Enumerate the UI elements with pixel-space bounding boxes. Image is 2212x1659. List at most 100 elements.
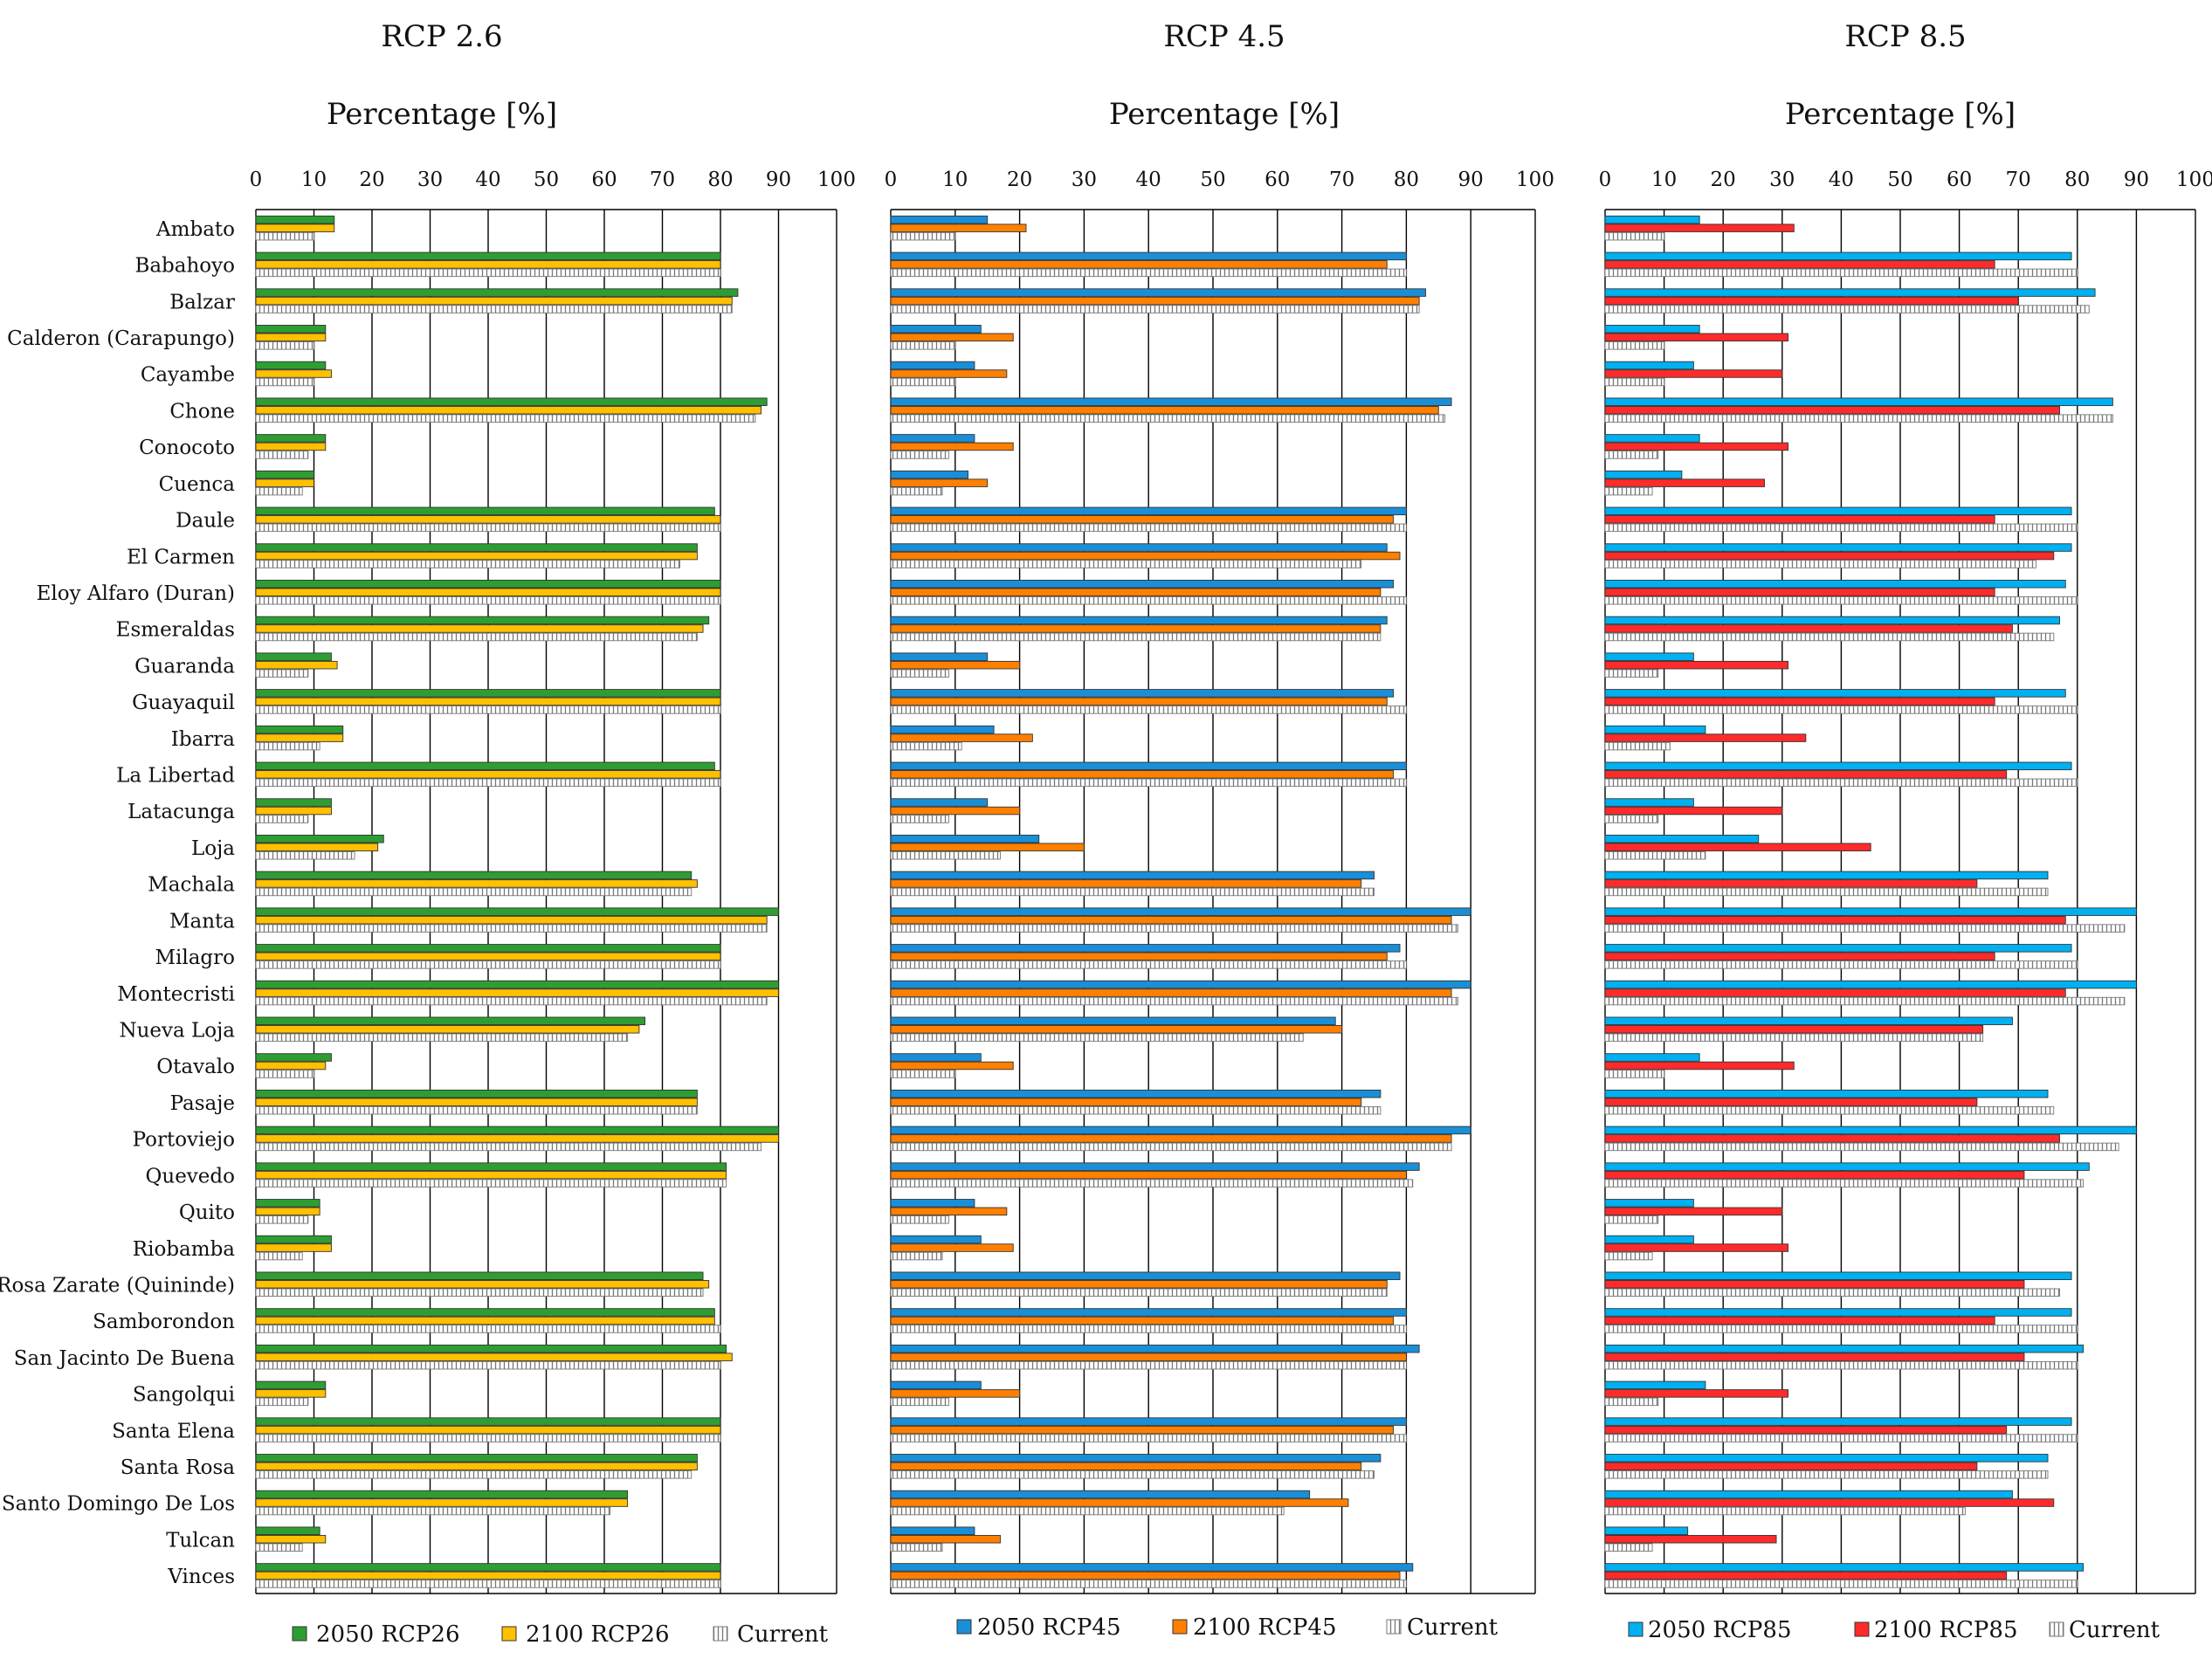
bar-current: [1604, 815, 1659, 823]
bar-2100-rcp85: [1604, 1353, 2025, 1361]
legend-label: 2050 RCP45: [977, 1614, 1120, 1641]
x-tick-label: 70: [2006, 169, 2031, 191]
category-label: Cayambe: [141, 364, 235, 387]
bar-current: [1604, 1070, 1665, 1078]
bar-current: [1604, 706, 2078, 714]
legend-swatch: [1172, 1619, 1188, 1635]
legend-swatch: [713, 1626, 728, 1642]
chart-title: RCP 8.5: [1844, 19, 1966, 54]
bar-2100-rcp26: [255, 1425, 721, 1435]
bar-2050-rcp45: [890, 1490, 1311, 1499]
bar-2100-rcp26: [255, 1098, 698, 1106]
bar-2100-rcp26: [255, 1170, 727, 1180]
bar-2050-rcp26: [255, 1308, 715, 1317]
bar-2050-rcp26: [255, 288, 739, 297]
bar-2050-rcp85: [1604, 251, 2072, 261]
bar-current: [1604, 1397, 1659, 1407]
bar-current: [255, 305, 733, 313]
bar-2100-rcp45: [890, 1425, 1395, 1435]
bar-2100-rcp26: [255, 515, 721, 524]
bar-current: [255, 887, 693, 897]
bar-2050-rcp26: [255, 1199, 320, 1208]
category-label: Riobamba: [133, 1238, 235, 1261]
bar-2100-rcp45: [890, 1389, 1021, 1398]
x-tick-label: 60: [591, 169, 617, 191]
bar-current: [890, 960, 1407, 969]
bar-2050-rcp85: [1604, 1126, 2137, 1135]
bar-2050-rcp85: [1604, 1454, 2049, 1463]
bar-current: [890, 596, 1407, 605]
category-label: Chone: [169, 400, 235, 423]
bar-current: [255, 1070, 314, 1078]
bar-current: [890, 305, 1420, 313]
bar-2100-rcp26: [255, 1207, 320, 1216]
bar-2100-rcp85: [1604, 806, 1783, 816]
bar-2050-rcp85: [1604, 288, 2096, 297]
bar-2050-rcp85: [1604, 725, 1706, 734]
bar-current: [890, 1360, 1407, 1370]
x-tick-label: 70: [1329, 169, 1354, 191]
legend-swatch: [1386, 1619, 1402, 1635]
bar-2050-rcp45: [890, 1308, 1407, 1317]
bar-current: [1604, 486, 1653, 496]
bar-2050-rcp85: [1604, 215, 1700, 224]
bar-2100-rcp85: [1604, 260, 1995, 269]
bar-current: [1604, 1506, 1966, 1516]
chart-panel-2: RCP 4.5 Percentage [%] 0 10 20 30 40 50 60 70 80 90…: [885, 19, 1554, 1641]
bar-2100-rcp26: [255, 1316, 715, 1325]
bar-2100-rcp85: [1604, 1425, 2008, 1435]
x-tick-label: 40: [1136, 169, 1161, 191]
bar-current: [255, 1434, 721, 1442]
category-label: La Libertad: [116, 765, 235, 788]
bar-2100-rcp85: [1604, 515, 1995, 524]
bar-current: [255, 741, 320, 751]
category-label: Guayaquil: [132, 692, 235, 714]
bar-current: [890, 1543, 943, 1552]
bar-2050-rcp85: [1604, 1089, 2049, 1098]
category-label: Tulcan: [166, 1529, 235, 1552]
bar-current: [1604, 1105, 2055, 1115]
bar-2050-rcp26: [255, 907, 779, 916]
bar-2050-rcp85: [1604, 506, 2072, 516]
bar-current: [255, 1506, 611, 1516]
bar-2100-rcp26: [255, 624, 704, 633]
bar-2050-rcp45: [890, 288, 1426, 297]
x-tick-label: 30: [1769, 169, 1795, 191]
bar-2100-rcp45: [890, 224, 1027, 232]
bar-2100-rcp85: [1604, 879, 1978, 888]
bar-current: [1604, 305, 2090, 313]
bar-2050-rcp26: [255, 580, 721, 589]
legend-label: 2100 RCP85: [1874, 1617, 2017, 1643]
bar-2050-rcp85: [1604, 1344, 2085, 1353]
category-label: Santa Rosa: [121, 1456, 236, 1479]
bar-current: [255, 1325, 721, 1333]
bar-2100-rcp26: [255, 478, 314, 487]
bar-2050-rcp85: [1604, 1016, 2013, 1026]
bar-current: [255, 1105, 698, 1115]
bar-2050-rcp26: [255, 616, 710, 625]
bar-2050-rcp26: [255, 1271, 704, 1281]
bar-2100-rcp85: [1604, 952, 1995, 961]
bar-2050-rcp26: [255, 1490, 629, 1499]
bar-2100-rcp85: [1604, 1534, 1777, 1544]
bar-2050-rcp85: [1604, 834, 1760, 843]
bar-2050-rcp85: [1604, 1271, 2072, 1281]
bar-current: [1604, 887, 2049, 897]
bar-current: [1604, 741, 1671, 751]
bar-current: [890, 486, 943, 496]
bar-2100-rcp85: [1604, 1316, 1995, 1325]
bar-2100-rcp45: [890, 478, 989, 487]
chart-title: RCP 2.6: [381, 19, 502, 54]
bar-2100-rcp45: [890, 1353, 1407, 1361]
bar-current: [1604, 451, 1659, 459]
bar-current: [1604, 268, 2078, 278]
x-tick-label: 20: [359, 169, 384, 191]
bar-current: [255, 850, 355, 860]
bar-2100-rcp85: [1604, 843, 1871, 851]
bar-2050-rcp26: [255, 506, 715, 516]
bar-2050-rcp26: [255, 1162, 727, 1171]
bar-current: [890, 850, 1001, 860]
x-axis-label: Percentage [%]: [327, 97, 557, 132]
bar-current: [1604, 996, 2126, 1006]
